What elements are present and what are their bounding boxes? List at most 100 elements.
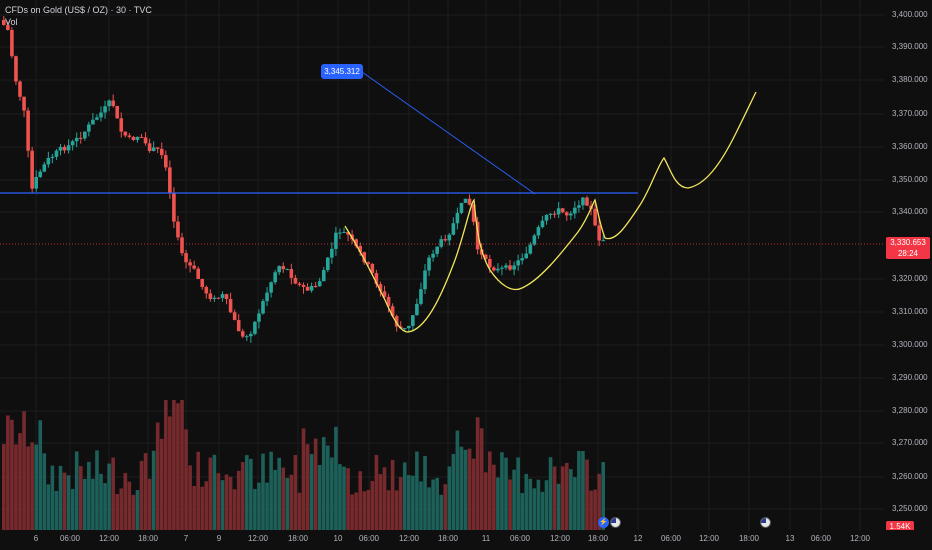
volume-bar xyxy=(516,457,520,530)
volume-bar xyxy=(573,477,577,530)
volume-legend[interactable]: Vol xyxy=(5,17,18,27)
candle xyxy=(22,96,26,111)
price-axis-label: 3,250.000 xyxy=(892,504,928,513)
volume-bar xyxy=(18,433,22,530)
price-axis-label: 3,310.000 xyxy=(892,307,928,316)
volume-bar xyxy=(204,481,209,530)
price-axis-label: 3,340.000 xyxy=(892,207,928,216)
volume-bar xyxy=(159,438,164,530)
candle xyxy=(362,252,367,263)
time-axis-label: 06:00 xyxy=(509,534,531,543)
volume-bar xyxy=(58,465,63,530)
candle xyxy=(415,303,419,316)
candle xyxy=(119,118,124,132)
candle xyxy=(46,157,51,165)
volume-bar xyxy=(556,483,561,530)
candle xyxy=(471,204,476,222)
volume-bar xyxy=(245,455,249,530)
volume-bar xyxy=(362,491,367,530)
candle xyxy=(147,143,152,152)
volume-bar xyxy=(544,480,549,530)
time-axis-label: 6 xyxy=(33,534,39,543)
volume-bar xyxy=(492,464,496,530)
time-axis[interactable]: 6 06:00 12:00 18:00 7 9 12:00 18:00 10 06:00 12:00… xyxy=(0,530,884,550)
volume-bar xyxy=(330,457,334,530)
candle xyxy=(451,223,456,235)
volume-bar xyxy=(508,479,512,530)
current-price-tag: 3,330.653 28:24 xyxy=(886,237,930,259)
candle xyxy=(34,177,38,189)
candle xyxy=(390,306,395,317)
us-flag-icon[interactable] xyxy=(610,517,621,528)
candle xyxy=(293,277,298,284)
volume-bar xyxy=(496,477,500,530)
volume-bar xyxy=(212,454,217,530)
lightning-icon[interactable]: ⚡ xyxy=(598,517,609,528)
candle xyxy=(184,253,188,263)
us-flag-icon[interactable] xyxy=(760,517,771,528)
volume-bar xyxy=(463,449,468,530)
price-axis-label: 3,390.000 xyxy=(892,42,928,51)
candle xyxy=(512,265,516,270)
volume-bar xyxy=(22,411,26,530)
candle xyxy=(435,246,439,254)
price-axis[interactable]: 3,400.000 3,390.000 3,380.000 3,370.000 3,36… xyxy=(884,0,932,530)
candle xyxy=(58,146,63,151)
volume-bar xyxy=(435,477,439,530)
volume-bar xyxy=(172,400,176,530)
candle xyxy=(159,148,164,156)
candle xyxy=(285,269,290,271)
time-axis-label: 11 xyxy=(481,534,491,543)
volume-bar xyxy=(38,420,43,530)
volume-bar xyxy=(301,428,306,530)
time-axis-label: 13 xyxy=(785,534,795,543)
volume-bar xyxy=(196,451,200,530)
volume-bar xyxy=(597,473,601,530)
volume-bar xyxy=(10,419,14,530)
time-axis-label: 06:00 xyxy=(660,534,682,543)
candle xyxy=(447,234,452,241)
symbol-title[interactable]: CFDs on Gold (US$ / OZ) · 30 · TVC xyxy=(5,5,152,15)
candle xyxy=(172,192,176,222)
volume-bar xyxy=(66,475,71,530)
candle xyxy=(273,272,277,283)
candle xyxy=(309,286,314,291)
price-chart[interactable] xyxy=(0,0,884,530)
volume-bar xyxy=(46,484,51,530)
volume-bar xyxy=(342,466,346,530)
projection-curve[interactable] xyxy=(344,91,757,333)
candle xyxy=(261,301,265,314)
volume-bar xyxy=(99,473,103,530)
candle xyxy=(78,137,83,139)
volume-bar xyxy=(407,475,411,530)
candle xyxy=(520,258,524,261)
volume-bar xyxy=(552,466,557,530)
candle xyxy=(228,299,233,313)
price-callout[interactable]: 3,345.312 xyxy=(321,64,363,79)
time-axis-label: 06:00 xyxy=(59,534,81,543)
volume-bar xyxy=(532,488,537,530)
volume-bar xyxy=(455,430,460,530)
volume-bar xyxy=(601,462,605,530)
time-axis-label: 18:00 xyxy=(587,534,609,543)
time-axis-label: 12 xyxy=(633,534,643,543)
candle xyxy=(459,202,464,213)
price-axis-label: 3,300.000 xyxy=(892,340,928,349)
volume-bar xyxy=(277,457,281,530)
candle xyxy=(208,293,213,299)
candle xyxy=(6,24,10,30)
volume-bar xyxy=(305,444,310,530)
chart-legend: CFDs on Gold (US$ / OZ) · 30 · TVC Vol xyxy=(5,4,152,28)
volume-bar xyxy=(423,455,427,530)
candle xyxy=(62,146,67,151)
volume-bar xyxy=(257,482,261,530)
volume-bar xyxy=(548,457,553,530)
candle xyxy=(488,259,492,268)
volume-bar xyxy=(78,466,83,530)
volume-bar xyxy=(70,489,75,530)
chart-area[interactable]: CFDs on Gold (US$ / OZ) · 30 · TVC Vol 3… xyxy=(0,0,884,530)
time-axis-label: 06:00 xyxy=(358,534,380,543)
volume-bar xyxy=(14,444,18,530)
volume-bar xyxy=(200,486,205,530)
time-axis-label: 06:00 xyxy=(810,534,832,543)
